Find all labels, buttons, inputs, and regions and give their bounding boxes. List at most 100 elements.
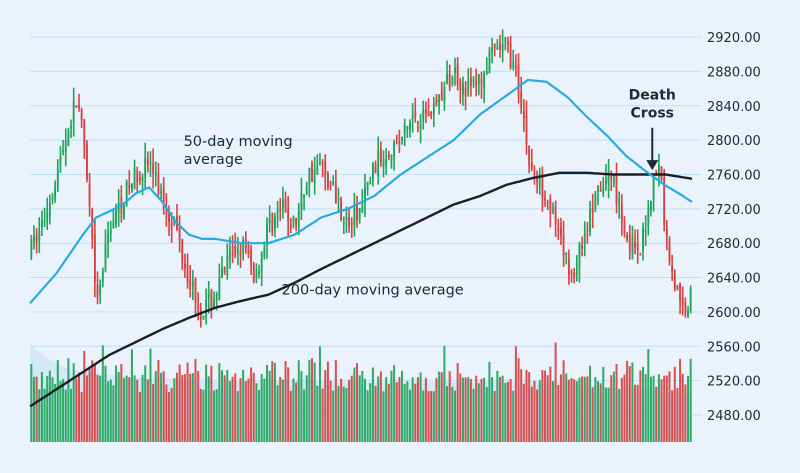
candlesticks [30, 29, 692, 328]
volume-bar [85, 375, 88, 442]
volume-bar [30, 363, 33, 442]
y-tick-label: 2680.00 [707, 237, 761, 252]
candle-body [673, 274, 676, 289]
volume-bar [596, 381, 600, 442]
candle-body [557, 229, 560, 231]
candle-body [64, 140, 67, 153]
candle-body [260, 252, 263, 274]
volume-bar [130, 349, 133, 442]
candle-body [236, 249, 239, 253]
candle-body [364, 187, 366, 203]
volume-bar [348, 379, 351, 442]
volume-bar [363, 378, 366, 442]
candle-body [38, 231, 41, 241]
volume-bar [117, 371, 120, 442]
volume-bar [350, 375, 353, 442]
volume-bar [244, 381, 247, 442]
candle-body [559, 227, 562, 236]
candle-body [186, 264, 189, 283]
volume-bar [56, 360, 59, 442]
volume-bar [440, 372, 443, 442]
candle-body [104, 243, 107, 270]
candle-body [663, 178, 666, 225]
volume-bar [334, 359, 337, 442]
volume-bar [443, 345, 446, 442]
volume-bar [96, 374, 99, 442]
volume-bar [189, 373, 192, 442]
candle-body [642, 227, 644, 251]
volume-bar [604, 387, 607, 442]
volume-bar [589, 365, 592, 442]
y-tick-label: 2840.00 [707, 100, 761, 115]
volume-bar [215, 389, 218, 442]
candle-body [491, 47, 494, 53]
volume-bar [393, 365, 396, 442]
candle-body [144, 157, 147, 178]
annotation-text: average [184, 152, 243, 168]
candle-body [311, 163, 313, 182]
candle-body [549, 198, 552, 214]
volume-bar [565, 373, 568, 442]
candle-body [422, 109, 425, 121]
candle-body [62, 151, 65, 153]
volume-bar [684, 384, 687, 442]
volume-bar [448, 371, 451, 442]
volume-bar [54, 383, 57, 442]
y-tick-label: 2640.00 [707, 272, 761, 287]
volume-bar [295, 382, 298, 442]
volume-bar [453, 390, 457, 442]
volume-bar [610, 375, 613, 442]
volume-bar [287, 367, 290, 442]
candle-body [350, 222, 353, 225]
candle-body [620, 203, 623, 224]
candle-body [438, 95, 441, 106]
volume-bar [297, 360, 300, 442]
candle-body [414, 112, 417, 117]
candle-body [573, 272, 576, 278]
candle-body [115, 208, 117, 225]
candle-body [324, 161, 327, 176]
candle-body [263, 248, 266, 257]
candle-body [162, 187, 165, 208]
candle-body [536, 178, 539, 182]
volume-bar [464, 377, 467, 442]
volume-bar [422, 390, 425, 442]
y-tick-label: 2760.00 [707, 168, 761, 183]
candle-body [48, 203, 51, 217]
y-tick-label: 2800.00 [707, 134, 761, 149]
volume-bar [236, 391, 239, 442]
candle-body [202, 316, 205, 320]
candle-body [268, 219, 271, 224]
ma50-group [29, 78, 693, 305]
candle-body [464, 87, 467, 96]
volume-bar [620, 377, 623, 442]
volume-bar [197, 370, 200, 442]
volume-bar [467, 376, 470, 442]
candle-body [469, 77, 472, 86]
candle-body [112, 221, 115, 229]
candle-body [289, 224, 292, 227]
candle-body [390, 156, 393, 161]
candle-body [321, 161, 324, 164]
candle-body [86, 144, 88, 180]
candle-body [221, 268, 223, 278]
volume-bar [353, 367, 356, 442]
candle-body [589, 208, 591, 233]
volume-bar [35, 376, 38, 442]
volume-bar [671, 390, 674, 442]
candle-body [504, 38, 507, 43]
volume-bar [689, 358, 692, 442]
candle-body [93, 234, 96, 283]
volume-bar [512, 390, 515, 442]
candle-body [366, 182, 369, 190]
candle-body [639, 254, 642, 256]
volume-bar [607, 387, 610, 442]
candle-body [131, 184, 133, 190]
volume-bar [636, 384, 639, 442]
volume-bar [136, 379, 139, 442]
volume-bar [401, 370, 404, 442]
volume-bar [430, 391, 433, 442]
volume-bar [623, 374, 626, 442]
candle-body [170, 222, 173, 229]
candle-body [387, 154, 390, 158]
